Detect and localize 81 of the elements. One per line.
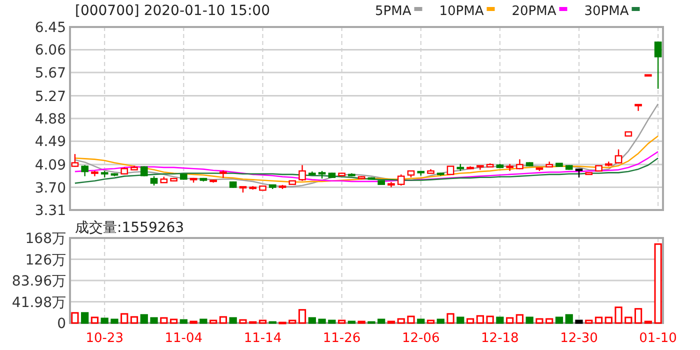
bar <box>426 320 435 324</box>
chart-title: 成交量:1559263 <box>75 220 184 236</box>
x-tick-label: 10-23 <box>86 331 124 346</box>
bar <box>496 316 504 324</box>
bar <box>446 313 454 324</box>
bar <box>417 318 425 324</box>
bar <box>536 318 544 324</box>
y-tick-label: 0 <box>57 316 66 332</box>
bar <box>407 316 415 324</box>
x-tick-label: 11-26 <box>322 331 361 346</box>
bar <box>585 320 593 324</box>
bar <box>486 316 494 324</box>
x-tick-label: 11-14 <box>244 331 282 346</box>
y-tick-label: 83.96万 <box>12 274 66 290</box>
bar <box>436 318 444 324</box>
bar <box>654 243 662 324</box>
y-tick-label: 3.70 <box>34 180 66 196</box>
bar <box>229 317 237 324</box>
bar <box>397 318 405 324</box>
y-tick-label: 4.49 <box>34 134 66 150</box>
bar <box>476 315 484 324</box>
y-tick-label: 5.67 <box>34 65 66 82</box>
bar <box>466 318 474 324</box>
bar <box>614 306 622 324</box>
bar <box>258 320 267 324</box>
bar <box>209 320 218 324</box>
y-tick-label: 6.06 <box>34 42 66 59</box>
bar <box>219 316 228 324</box>
x-tick-label: 12-30 <box>560 331 598 346</box>
bar <box>594 316 603 324</box>
legend-label: 30PMA <box>584 4 629 19</box>
legend-label: 10PMA <box>439 4 484 19</box>
bar <box>110 318 118 324</box>
bar <box>81 312 89 324</box>
bar <box>298 309 306 324</box>
bar <box>338 320 346 324</box>
y-tick-label: 4.88 <box>34 112 66 128</box>
chart-title: [000700] 2020-01-10 15:00 <box>75 3 270 19</box>
bar <box>100 318 108 324</box>
bar <box>565 314 573 324</box>
y-tick-label: 3.31 <box>34 203 66 219</box>
bar <box>130 316 138 324</box>
bar <box>288 320 296 324</box>
x-tick-label: 11-04 <box>164 331 203 346</box>
x-tick-label: 01-10 <box>639 331 677 346</box>
bar <box>200 318 208 324</box>
bar <box>90 316 99 324</box>
x-tick-label: 12-06 <box>402 331 440 346</box>
bar <box>71 312 79 324</box>
line-series <box>74 103 659 188</box>
bar <box>120 313 128 324</box>
y-tick-label: 126万 <box>25 252 66 268</box>
y-tick-label: 168万 <box>25 231 66 247</box>
bar <box>160 317 168 324</box>
bar <box>170 318 178 324</box>
bar <box>546 318 554 324</box>
bar <box>575 320 583 324</box>
bar <box>634 308 642 324</box>
bar <box>526 316 534 324</box>
bar <box>516 314 524 324</box>
bar <box>308 317 316 324</box>
bar <box>604 316 612 324</box>
bar <box>378 318 386 324</box>
bar <box>318 318 326 324</box>
bar <box>506 317 514 324</box>
y-tick-label: 5.27 <box>34 88 66 105</box>
legend-label: 20PMA <box>512 4 556 19</box>
y-tick-label: 6.45 <box>34 20 66 36</box>
bar <box>140 314 148 324</box>
line-series <box>74 157 659 184</box>
bar <box>456 316 464 324</box>
y-tick-label: 4.09 <box>34 158 66 174</box>
bar <box>150 317 158 324</box>
bar <box>624 316 632 324</box>
x-tick-label: 12-18 <box>481 331 519 346</box>
legend-label: 5PMA <box>375 4 412 19</box>
bar <box>239 319 247 324</box>
bar <box>328 320 336 324</box>
bar <box>555 316 564 324</box>
y-tick-label: 41.98万 <box>12 294 66 311</box>
bar <box>180 319 188 324</box>
